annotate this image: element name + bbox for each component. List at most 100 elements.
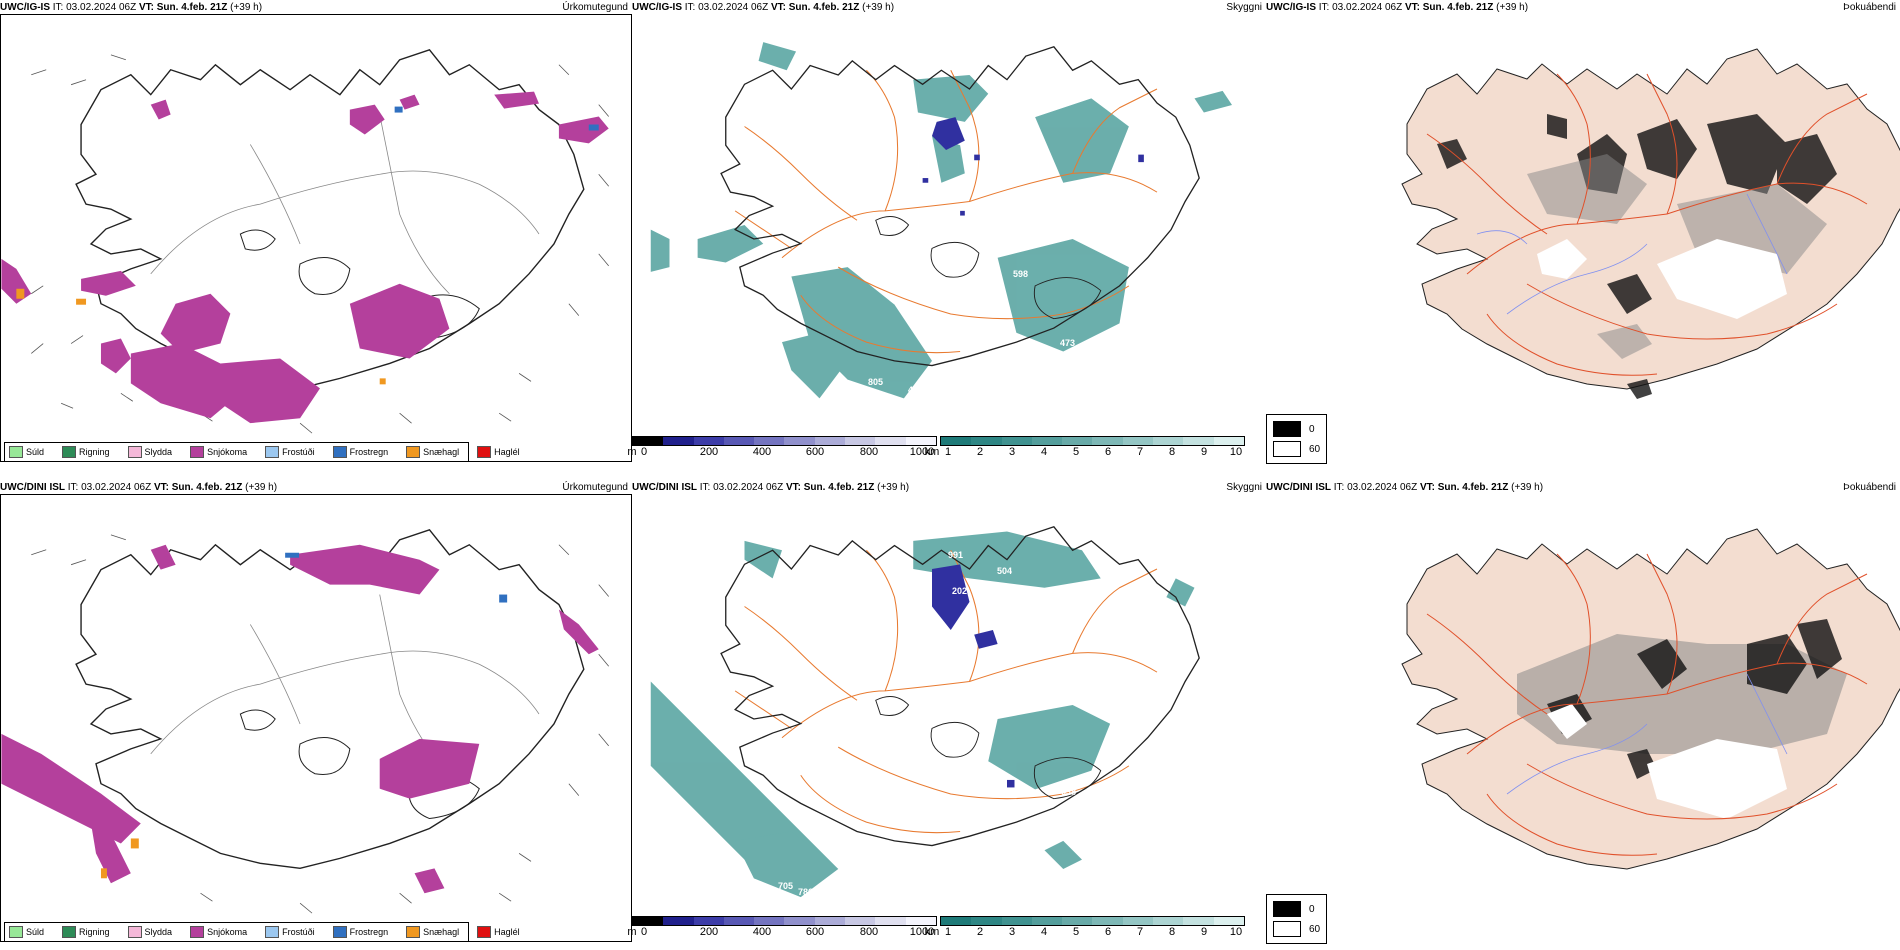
legend-label: Snæhagl bbox=[423, 447, 460, 457]
legend-label: Haglél bbox=[494, 447, 520, 457]
panel-header: UWC/DINI ISL IT: 03.02.2024 06Z VT: Sun.… bbox=[632, 480, 1262, 496]
precip-type-map bbox=[0, 494, 632, 942]
init-time: 03.02.2024 06Z bbox=[698, 2, 769, 13]
init-label: IT: bbox=[52, 2, 64, 13]
precip-legend-item: Frostúði bbox=[265, 926, 315, 938]
colorbar-segment bbox=[1122, 917, 1154, 925]
fog-indicator-map bbox=[1401, 528, 1900, 870]
cb-tick: 600 bbox=[805, 446, 825, 458]
vis-tick: 2 bbox=[976, 446, 984, 458]
vis-tick: 8 bbox=[1168, 926, 1176, 938]
value-label: 171 bbox=[958, 684, 974, 694]
legend-swatch bbox=[62, 446, 77, 458]
vis-tick: 5 bbox=[1072, 926, 1080, 938]
cloud-visibility-map bbox=[650, 526, 1200, 898]
value-label: 425 bbox=[908, 385, 924, 395]
legend-label: Snjókoma bbox=[207, 927, 248, 937]
precip-legend-item: Slydda bbox=[127, 446, 172, 458]
variable-name: Skyggni bbox=[1226, 2, 1262, 13]
colorbar-segment bbox=[875, 917, 906, 925]
variable-name: Úrkomutegund bbox=[562, 2, 628, 13]
fog-legend-item: 0 bbox=[1273, 419, 1320, 439]
colorbar-segment bbox=[941, 437, 972, 445]
legend-swatch bbox=[406, 446, 421, 458]
panel-header: UWC/IG-IS IT: 03.02.2024 06Z VT: Sun. 4.… bbox=[632, 0, 1262, 16]
legend-swatch bbox=[477, 926, 492, 938]
precip-legend-item: Rigning bbox=[62, 446, 110, 458]
vis-tick: 4 bbox=[1040, 446, 1048, 458]
colorbar-segment bbox=[905, 917, 936, 925]
colorbar-segment bbox=[784, 437, 815, 445]
legend-swatch bbox=[332, 926, 347, 938]
colorbar-segment bbox=[723, 917, 755, 925]
colorbar-segment bbox=[1213, 917, 1244, 925]
value-label: 473 bbox=[1060, 338, 1076, 348]
colorbar-segment bbox=[1062, 917, 1093, 925]
lead-time: (+39 h) bbox=[862, 2, 895, 13]
frostregn-areas bbox=[394, 106, 599, 131]
legend-label: Snjókoma bbox=[207, 447, 248, 457]
cb-tick: 0 bbox=[640, 926, 648, 938]
precip-panel-top: UWC/IG-IS IT: 03.02.2024 06Z VT: Sun. 4.… bbox=[0, 2, 632, 462]
precip-panel-bottom: UWC/DINI ISL IT: 03.02.2024 06Z VT: Sun.… bbox=[0, 482, 632, 942]
wind-barbs bbox=[31, 54, 609, 434]
legend-swatch bbox=[127, 926, 142, 938]
value-label: 598 bbox=[1013, 269, 1029, 279]
vis-tick: 3 bbox=[1008, 926, 1016, 938]
legend-label: Haglél bbox=[494, 927, 520, 937]
rivers bbox=[1476, 193, 1788, 315]
vis-tick: 7 bbox=[1136, 926, 1144, 938]
legend-swatch bbox=[265, 926, 280, 938]
fog-panel-bottom: UWC/DINI ISL IT: 03.02.2024 06Z VT: Sun.… bbox=[1266, 482, 1900, 944]
vis-tick: 10 bbox=[1229, 926, 1243, 938]
fog-white-areas bbox=[1537, 239, 1787, 319]
precip-legend-item: Slydda bbox=[127, 926, 172, 938]
cb-tick: 600 bbox=[805, 926, 825, 938]
valid-time: Sun. 4.feb. 21Z bbox=[1422, 2, 1494, 13]
visibility-unit: km bbox=[924, 446, 940, 458]
legend-swatch bbox=[1273, 421, 1301, 437]
colorbar-segment bbox=[1092, 437, 1123, 445]
model-name: UWC/DINI ISL bbox=[1266, 482, 1331, 493]
legend-label: 0 bbox=[1309, 903, 1315, 915]
legend-label: 60 bbox=[1309, 923, 1321, 935]
value-label: 504 bbox=[997, 566, 1013, 576]
colorbar-segment bbox=[663, 917, 694, 925]
colorbar-segment bbox=[1153, 437, 1184, 445]
legend-swatch bbox=[1273, 921, 1301, 937]
lead-time: (+39 h) bbox=[877, 482, 910, 493]
legend-label: Súld bbox=[26, 447, 45, 457]
colorbar-segment bbox=[754, 917, 785, 925]
init-time: 03.02.2024 06Z bbox=[713, 482, 784, 493]
precip-legend-item: Snjókoma bbox=[190, 926, 247, 938]
init-time: 03.02.2024 06Z bbox=[66, 2, 137, 13]
value-label: 154 bbox=[988, 657, 1004, 667]
colorbar-segment bbox=[814, 437, 846, 445]
precip-legend-item: Haglél bbox=[477, 926, 520, 938]
colorbar-segment bbox=[1062, 437, 1093, 445]
fog-legend-item: 60 bbox=[1273, 439, 1320, 459]
precip-legend-item: Frostúði bbox=[265, 446, 315, 458]
cloud-base-colorbar: m 0 200 400 600 800 1000 bbox=[627, 436, 937, 460]
legend-swatch bbox=[127, 446, 142, 458]
colorbar-segment bbox=[1153, 917, 1184, 925]
colorbar-segment bbox=[875, 437, 906, 445]
fog-indicator-map bbox=[1401, 48, 1900, 399]
vis-tick: 5 bbox=[1072, 446, 1080, 458]
cloud-panel-top: UWC/IG-IS IT: 03.02.2024 06Z VT: Sun. 4.… bbox=[627, 2, 1262, 462]
vis-tick: 6 bbox=[1104, 926, 1112, 938]
cloud-base-unit: m bbox=[627, 926, 637, 938]
init-label: IT: bbox=[67, 482, 79, 493]
colorbar-segment bbox=[633, 437, 664, 445]
fog-legend: 0 60 bbox=[1266, 414, 1328, 464]
valid-label: VT: bbox=[1419, 482, 1435, 493]
colorbar-segment bbox=[663, 437, 694, 445]
cb-tick: 0 bbox=[640, 446, 648, 458]
lead-time: (+39 h) bbox=[245, 482, 278, 493]
colorbar-segment bbox=[845, 437, 876, 445]
value-label: 971 bbox=[767, 357, 783, 367]
init-time: 03.02.2024 06Z bbox=[1347, 482, 1418, 493]
precip-legend-item: Súld bbox=[9, 926, 44, 938]
cb-tick: 400 bbox=[752, 446, 772, 458]
precip-legend: Súld Rigning Slydda Snjókoma Frostúði Frostre… bbox=[4, 922, 520, 942]
